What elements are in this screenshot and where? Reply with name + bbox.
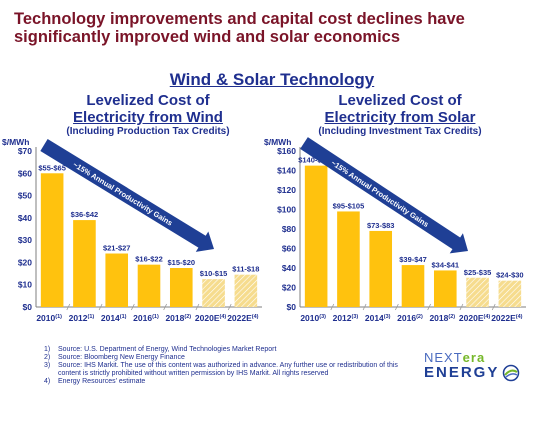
y-axis-unit-label: $/MWh: [2, 137, 29, 147]
data-label: $55-$65: [38, 163, 66, 172]
x-tick-label: 2016(1): [133, 313, 159, 323]
bar: [169, 268, 193, 307]
logo-wordmark-bottom: ENERGY: [424, 364, 500, 381]
footnote-1: 1) Source: U.S. Department of Energy, Win…: [44, 346, 277, 353]
bar: [337, 211, 360, 307]
y-tick-label: $160: [277, 146, 296, 156]
solar-heading-line2: Electricity from Solar: [324, 109, 476, 126]
data-label: $34-$41: [432, 260, 460, 269]
section-title: Wind & Solar Technology: [169, 70, 375, 89]
y-tick-label: $40: [18, 213, 32, 223]
axis-break-mark: [394, 303, 399, 311]
x-tick-label: 2022E(4): [227, 313, 258, 323]
x-tick-label: 2016(2): [397, 313, 423, 323]
x-tick-label: 2022E(4): [491, 313, 522, 323]
y-tick-label: $0: [287, 302, 297, 312]
x-tick-label: 2018(2): [165, 313, 191, 323]
wind-lcoe-chart: $/MWh $0 $10 $20 $30 $40 $50 $60 $70 $55-$65 2010(…: [2, 137, 262, 323]
y-tick-label: $60: [282, 244, 296, 254]
axis-break-mark: [130, 303, 135, 311]
solar-lcoe-chart: $/MWh $0 $20 $40 $60 $80 $100 $120 $140 $160$140-…: [264, 137, 526, 323]
bar: [73, 220, 96, 307]
data-label: $21-$27: [103, 244, 131, 253]
solar-chart-heading: Levelized Cost of Electricity from Solar…: [282, 92, 518, 138]
y-tick-label: $40: [282, 263, 296, 273]
footnote-3: 3) Source: IHS Markit. The use of this co…: [44, 362, 398, 377]
bar: [40, 173, 64, 307]
wind-heading-line1: Levelized Cost of: [86, 92, 210, 109]
nextera-energy-logo: NEXTera ENERGY: [424, 350, 536, 382]
bar: [234, 274, 258, 307]
y-tick-label: $80: [282, 224, 296, 234]
wind-chart-heading: Levelized Cost of Electricity from Wind …: [30, 92, 266, 138]
data-label: $15-$20: [168, 258, 196, 267]
arrow-shape: [40, 139, 215, 252]
x-tick-label: 2020E(4): [195, 313, 226, 323]
bar: [137, 264, 161, 307]
bar: [202, 279, 225, 307]
bar: [466, 277, 489, 307]
axis-break-mark: [227, 303, 232, 311]
logo-wordmark-top: NEXTera: [424, 350, 486, 365]
data-label: $24-$30: [496, 271, 524, 280]
footnote-2: 2) Source: Bloomberg New Energy Finance: [44, 354, 185, 361]
axis-break-mark: [330, 303, 335, 311]
solar-heading-sub: (Including Investment Tax Credits): [318, 126, 482, 137]
data-label: $140-$150: [298, 156, 334, 165]
bar: [369, 230, 393, 307]
y-tick-label: $60: [18, 168, 32, 178]
wind-heading-sub: (Including Production Tax Credits): [66, 126, 230, 137]
bar: [433, 270, 457, 307]
bar: [401, 265, 425, 307]
x-tick-label: 2014(3): [365, 313, 391, 323]
solar-heading-line1: Levelized Cost of: [338, 92, 462, 109]
bar: [498, 280, 522, 307]
axis-break-mark: [491, 303, 496, 311]
y-tick-label: $100: [277, 205, 296, 215]
wind-heading-line2: Electricity from Wind: [73, 109, 223, 126]
x-tick-label: 2012(3): [333, 313, 359, 323]
y-axis-unit-label: $/MWh: [264, 137, 291, 147]
y-tick-label: $70: [18, 146, 32, 156]
bar: [304, 165, 328, 307]
y-tick-label: $120: [277, 185, 296, 195]
data-label: $10-$15: [200, 269, 228, 278]
x-tick-label: 2014(1): [101, 313, 127, 323]
axis-break-mark: [66, 303, 71, 311]
x-tick-label: 2012(1): [69, 313, 95, 323]
axis-break-mark: [362, 303, 367, 311]
data-label: $73-$83: [367, 221, 395, 230]
data-label: $16-$22: [135, 255, 163, 264]
arrow-shape: [300, 137, 468, 254]
y-tick-label: $20: [18, 257, 32, 267]
axis-break-mark: [98, 303, 103, 311]
data-label: $11-$18: [232, 265, 259, 274]
bar: [105, 253, 129, 307]
y-tick-label: $50: [18, 191, 32, 201]
x-tick-label: 2010(3): [300, 313, 326, 323]
data-label: $36-$42: [71, 210, 99, 219]
productivity-arrow: ~15% Annual Productivity Gains: [40, 139, 215, 252]
y-tick-label: $20: [282, 283, 296, 293]
axis-break-mark: [163, 303, 168, 311]
x-tick-label: 2010(1): [36, 313, 62, 323]
y-tick-label: $10: [18, 280, 32, 290]
slide-title: Technology improvements and capital cost…: [14, 10, 465, 46]
data-label: $39-$47: [399, 255, 427, 264]
axis-break-mark: [427, 303, 432, 311]
y-tick-label: $140: [277, 166, 296, 176]
axis-break-mark: [195, 303, 200, 311]
x-tick-label: 2018(2): [429, 313, 455, 323]
axis-break-mark: [459, 303, 464, 311]
x-tick-label: 2020E(4): [459, 313, 490, 323]
y-tick-label: $30: [18, 235, 32, 245]
logo-swirl-icon: [502, 364, 520, 382]
y-tick-label: $0: [23, 302, 33, 312]
footnote-4: 4) Energy Resources' estimate: [44, 378, 146, 385]
footnotes: 1) Source: U.S. Department of Energy, Win…: [44, 346, 414, 386]
data-label: $95-$105: [333, 201, 365, 210]
data-label: $25-$35: [464, 268, 492, 277]
